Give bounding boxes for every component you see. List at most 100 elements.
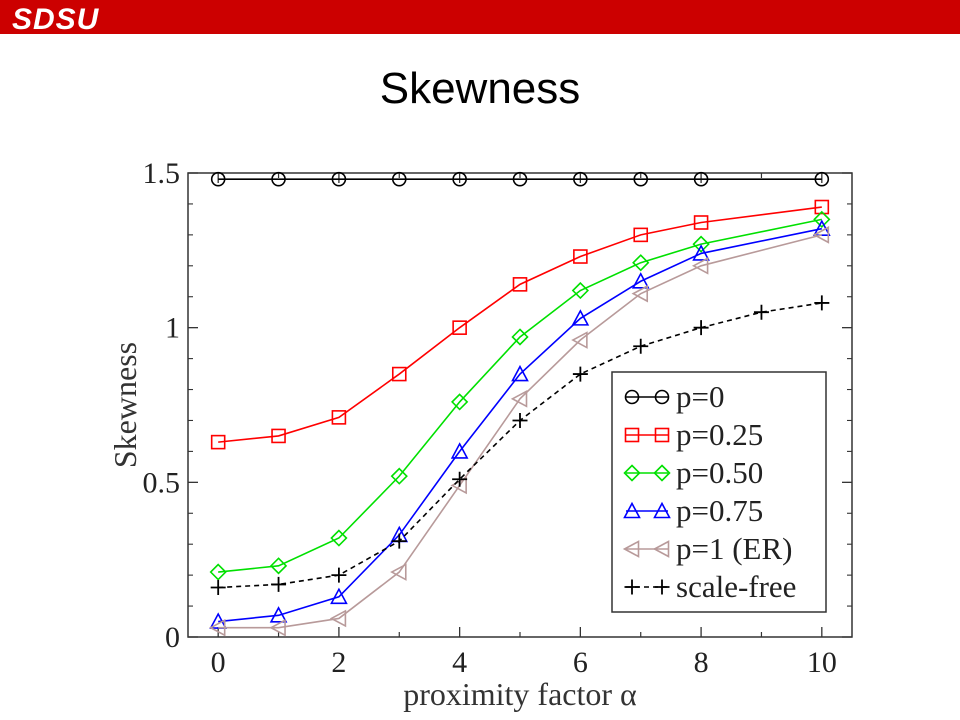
x-tick-label: 8: [694, 646, 709, 679]
data-point: [512, 277, 528, 292]
legend-marker: [624, 427, 640, 443]
data-point: [691, 256, 709, 275]
data-point: [210, 434, 226, 450]
data-point: [271, 171, 286, 187]
data-point: [511, 328, 529, 346]
data-point: [812, 226, 830, 244]
data-point: [693, 171, 709, 187]
y-tick-label: 1.5: [143, 157, 181, 190]
sdsu-logo: SDSU: [12, 3, 100, 33]
data-point: [452, 171, 467, 187]
series-line: [218, 227, 822, 623]
x-tick-label: 0: [211, 646, 226, 679]
data-point: [571, 281, 589, 300]
data-point: [391, 533, 407, 549]
series-1: [210, 199, 830, 450]
legend-marker: [623, 501, 641, 519]
data-point: [330, 529, 348, 547]
data-point: [390, 563, 407, 581]
data-point: [210, 580, 226, 596]
header-bar: SDSU: [0, 0, 960, 34]
y-tick-label: 1: [165, 312, 180, 345]
data-point: [814, 171, 830, 187]
data-point: [813, 210, 831, 229]
data-point: [391, 366, 407, 382]
data-point: [814, 199, 830, 215]
data-point: [269, 606, 288, 623]
series-5: [210, 295, 830, 596]
legend-marker: [653, 501, 671, 519]
legend-marker: [652, 540, 670, 558]
data-point: [269, 618, 286, 637]
data-point: [331, 171, 347, 187]
data-point: [512, 171, 528, 187]
data-point: [631, 272, 650, 289]
legend-label: p=0.25: [676, 417, 763, 452]
data-point: [573, 171, 588, 187]
y-tick-label: 0.5: [143, 466, 181, 499]
legend-marker: [622, 540, 640, 558]
data-point: [693, 215, 709, 230]
data-point: [633, 338, 649, 354]
data-point: [511, 364, 529, 382]
series-2: [209, 210, 831, 581]
data-point: [510, 389, 528, 408]
data-point: [210, 171, 226, 187]
legend-label: p=0.75: [676, 493, 763, 528]
data-point: [814, 295, 830, 311]
data-point: [573, 249, 588, 264]
legend-label: p=0: [676, 379, 724, 414]
data-point: [631, 284, 649, 303]
data-point: [390, 467, 408, 485]
y-tick-label: 0: [165, 621, 180, 654]
data-point: [572, 366, 588, 382]
series-line: [218, 218, 822, 573]
legend: p=0p=0.25p=0.50p=0.75p=1 (ER)scale-free: [611, 371, 827, 613]
y-axis-title: Skewness: [107, 342, 143, 468]
legend-marker: [623, 464, 641, 482]
series-4: [208, 226, 830, 637]
data-point: [452, 320, 467, 335]
data-point: [571, 331, 588, 349]
skewness-line-chart: 0 2 4 6 8 10 0 0.5 1 1.5 proximity factor α Skewnes…: [107, 157, 853, 712]
series-line: [218, 234, 823, 629]
x-axis-title: proximity factor α: [403, 676, 637, 712]
data-point: [331, 410, 347, 425]
data-point: [632, 254, 650, 272]
legend-marker: [624, 579, 640, 595]
x-tick-label: 6: [573, 646, 588, 679]
legend-marker: [654, 579, 670, 595]
legend-marker: [624, 389, 640, 405]
legend-label: p=1 (ER): [676, 531, 793, 566]
data-point: [753, 304, 769, 320]
data-point: [271, 576, 287, 592]
legend-label: scale-free: [676, 569, 796, 604]
data-point: [208, 618, 226, 637]
data-point: [391, 171, 407, 187]
data-point: [692, 235, 710, 253]
data-point: [633, 227, 649, 243]
data-point: [450, 442, 469, 459]
series-line: [218, 206, 822, 443]
data-point: [269, 557, 288, 575]
x-tick-label: 4: [452, 646, 467, 679]
data-point: [512, 412, 528, 428]
legend-box: [611, 371, 827, 613]
data-point: [451, 393, 469, 411]
data-point: [331, 567, 347, 583]
logo-text: SDSU: [12, 3, 100, 33]
slide-title: Skewness: [379, 64, 581, 113]
x-tick-label: 10: [807, 646, 837, 679]
data-point: [329, 609, 347, 628]
x-tick-label: 2: [331, 646, 346, 679]
data-point: [633, 171, 649, 187]
data-point: [452, 471, 468, 487]
data-point: [693, 320, 709, 336]
data-point: [571, 309, 590, 326]
legend-label: p=0.50: [676, 455, 763, 490]
data-point: [330, 587, 348, 605]
data-point: [692, 244, 710, 261]
legend-marker: [654, 427, 670, 443]
legend-marker: [654, 389, 670, 405]
data-point: [209, 563, 227, 581]
